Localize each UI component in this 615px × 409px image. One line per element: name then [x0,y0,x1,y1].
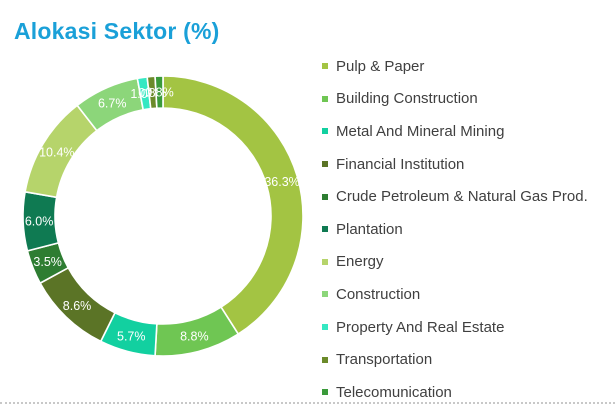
legend-item: Energy [322,246,612,279]
legend-item: Plantation [322,213,612,246]
legend-swatch [322,226,328,233]
legend-label: Telecomunication [336,383,452,401]
legend-label: Energy [336,253,384,271]
legend-item: Telecomunication [322,376,612,409]
legend-swatch [322,95,328,102]
legend-swatch [322,324,328,331]
legend-swatch [322,389,328,396]
legend-swatch [322,63,328,70]
slice-data-label: 10.4% [39,145,74,159]
legend-label: Construction [336,285,421,303]
slice-data-label: 6.7% [98,96,127,110]
legend-swatch [322,258,328,265]
legend-item: Building Construction [322,83,612,116]
legend-label: Building Construction [336,90,478,108]
slice-data-label: 3.5% [33,255,62,269]
legend-item: Transportation [322,343,612,376]
legend-item: Financial Institution [322,148,612,181]
legend-swatch [322,356,328,363]
chart-legend: Pulp & Paper Building Construction Metal A… [322,50,612,409]
legend-item: Metal And Mineral Mining [322,115,612,148]
legend-label: Plantation [336,220,403,238]
donut-slice [162,75,304,336]
legend-swatch [322,128,328,135]
legend-swatch [322,291,328,298]
legend-label: Property And Real Estate [336,318,505,336]
slice-data-label: 36.3% [264,175,299,189]
bottom-divider [0,402,615,404]
donut-slice [154,75,164,110]
legend-swatch [322,193,328,200]
legend-swatch [322,161,328,168]
legend-label: Financial Institution [336,155,465,173]
slice-data-label: 6.0% [25,214,54,228]
legend-item: Pulp & Paper [322,50,612,83]
legend-item: Construction [322,278,612,311]
legend-label: Transportation [336,351,433,369]
legend-label: Metal And Mineral Mining [336,122,505,140]
legend-item: Property And Real Estate [322,311,612,344]
legend-label: Pulp & Paper [336,57,425,75]
chart-title: Alokasi Sektor (%) [14,18,220,44]
legend-label: Crude Petroleum & Natural Gas Prod. [336,188,588,206]
slice-data-label: 8.8% [180,329,209,343]
legend-item: Crude Petroleum & Natural Gas Prod. [322,180,612,213]
slice-data-label: 5.7% [117,329,146,343]
slice-data-label: 8.6% [63,299,92,313]
slice-data-label: 0.8% [145,86,174,100]
